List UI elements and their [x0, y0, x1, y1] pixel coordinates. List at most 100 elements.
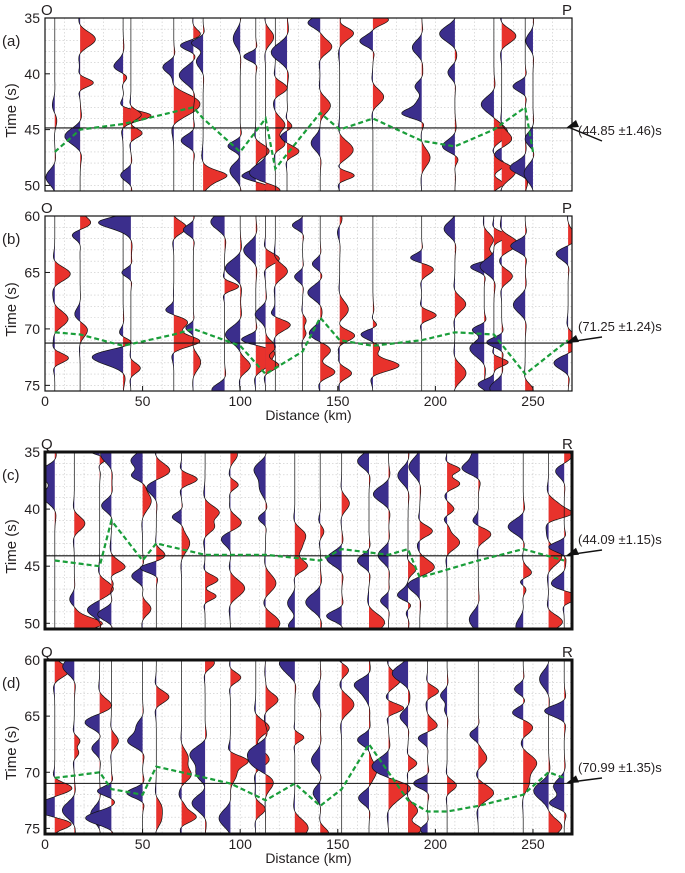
y-axis-label: Time (s)	[3, 83, 20, 137]
trace-wiggle	[372, 452, 391, 629]
x-tick-label: 50	[135, 393, 151, 409]
trace-wiggle	[210, 216, 240, 391]
trace-wiggle	[326, 452, 350, 629]
traces	[45, 18, 535, 191]
trace-wiggle	[227, 18, 242, 191]
x-tick-label: 250	[521, 393, 545, 409]
y-tick-label: 40	[24, 501, 40, 517]
trace-wiggle	[52, 216, 71, 391]
trace-wiggle	[512, 660, 538, 834]
trace-negative-fill	[469, 216, 485, 391]
y-tick-label: 50	[24, 177, 40, 193]
trace-positive-fill	[99, 660, 112, 834]
end-station-label: P	[562, 2, 572, 19]
trace-positive-fill	[447, 452, 461, 629]
trace-positive-fill	[130, 18, 143, 191]
trace-negative-fill	[553, 216, 569, 391]
trace-negative-fill	[140, 452, 157, 629]
trace-positive-fill	[447, 660, 457, 834]
trace-wiggle	[545, 452, 572, 629]
traces	[45, 452, 572, 629]
trace-positive-fill	[320, 18, 332, 191]
trace-negative-fill	[113, 18, 124, 191]
trace-positive-fill	[501, 216, 518, 391]
trace-negative-fill	[326, 452, 342, 629]
trace-negative-fill	[97, 452, 112, 629]
trace-wiggle	[120, 18, 143, 191]
trace-negative-fill	[225, 216, 241, 391]
annotation-arrow-head	[566, 335, 579, 344]
trace-wiggle	[461, 452, 492, 629]
trace-wiggle	[305, 452, 325, 629]
trace-positive-fill	[265, 452, 280, 629]
trace-wiggle	[71, 216, 92, 391]
trace-positive-fill	[339, 216, 355, 391]
trace-wiggle	[360, 216, 400, 391]
trace-negative-fill	[179, 18, 194, 191]
trace-negative-fill	[64, 18, 81, 191]
trace-positive-fill	[255, 216, 275, 391]
y-tick-label: 75	[24, 820, 40, 836]
trace-negative-fill	[189, 660, 206, 834]
trace-negative-fill	[241, 216, 256, 391]
trace-negative-fill	[45, 660, 55, 834]
trace-wiggle	[270, 18, 300, 191]
trace-positive-fill	[156, 452, 170, 629]
trace-negative-fill	[287, 452, 295, 629]
annotation-arrow-shaft	[567, 126, 603, 142]
panel-frame	[43, 450, 574, 631]
trace-negative-fill	[219, 660, 231, 834]
trace-positive-fill	[372, 18, 389, 191]
trace-negative-fill	[279, 660, 295, 834]
trace-positive-fill	[454, 216, 466, 391]
trace-wiggle	[85, 660, 119, 834]
panel-b: 60 65 70 750 50 100 150 200 250 Distance (km) Time…	[2, 200, 662, 423]
trace-wiggle	[162, 18, 201, 191]
trace-positive-fill	[339, 18, 355, 191]
trace-wiggle	[249, 18, 281, 191]
trace-wiggle	[391, 660, 422, 834]
trace-wiggle	[130, 452, 152, 629]
panel-frame	[43, 658, 574, 836]
end-station-label: R	[562, 644, 573, 661]
arrival-pick-line	[54, 742, 565, 813]
trace-negative-fill	[510, 216, 526, 391]
trace-wiggle	[291, 216, 307, 391]
trace-positive-fill	[525, 18, 528, 191]
trace-wiggle	[397, 452, 417, 629]
trace-negative-fill	[548, 452, 565, 629]
trace-negative-fill	[444, 452, 448, 629]
trace-wiggle	[98, 216, 141, 391]
trace-positive-fill	[320, 452, 324, 629]
trace-wiggle	[69, 452, 103, 629]
trace-wiggle	[311, 660, 330, 834]
trace-negative-fill	[373, 452, 389, 629]
x-tick-label: 150	[326, 393, 350, 409]
trace-wiggle	[126, 660, 145, 834]
trace-negative-fill	[397, 452, 409, 629]
trace-negative-fill	[544, 660, 565, 834]
trace-wiggle	[113, 18, 152, 191]
trace-negative-fill	[85, 660, 112, 834]
trace-positive-fill	[265, 660, 278, 834]
trace-negative-fill	[162, 18, 174, 191]
trace-wiggle	[307, 216, 336, 391]
trace-wiggle	[440, 660, 457, 834]
trace-negative-fill	[72, 216, 81, 391]
trace-positive-fill	[230, 660, 249, 834]
trace-positive-fill	[54, 660, 72, 834]
trace-negative-fill	[273, 18, 276, 191]
end-station-label: P	[562, 200, 572, 217]
x-tick-label: 50	[135, 836, 151, 852]
trace-positive-fill	[320, 216, 335, 391]
trace-wiggle	[413, 660, 439, 834]
trace-wiggle	[553, 216, 572, 391]
start-station-label: O	[41, 200, 53, 217]
trace-wiggle	[443, 216, 467, 391]
y-axis-label: Time (s)	[3, 726, 20, 780]
trace-wiggle	[97, 452, 126, 629]
trace-positive-fill	[419, 452, 435, 629]
panel-frame	[44, 215, 573, 392]
trace-positive-fill	[54, 216, 71, 391]
